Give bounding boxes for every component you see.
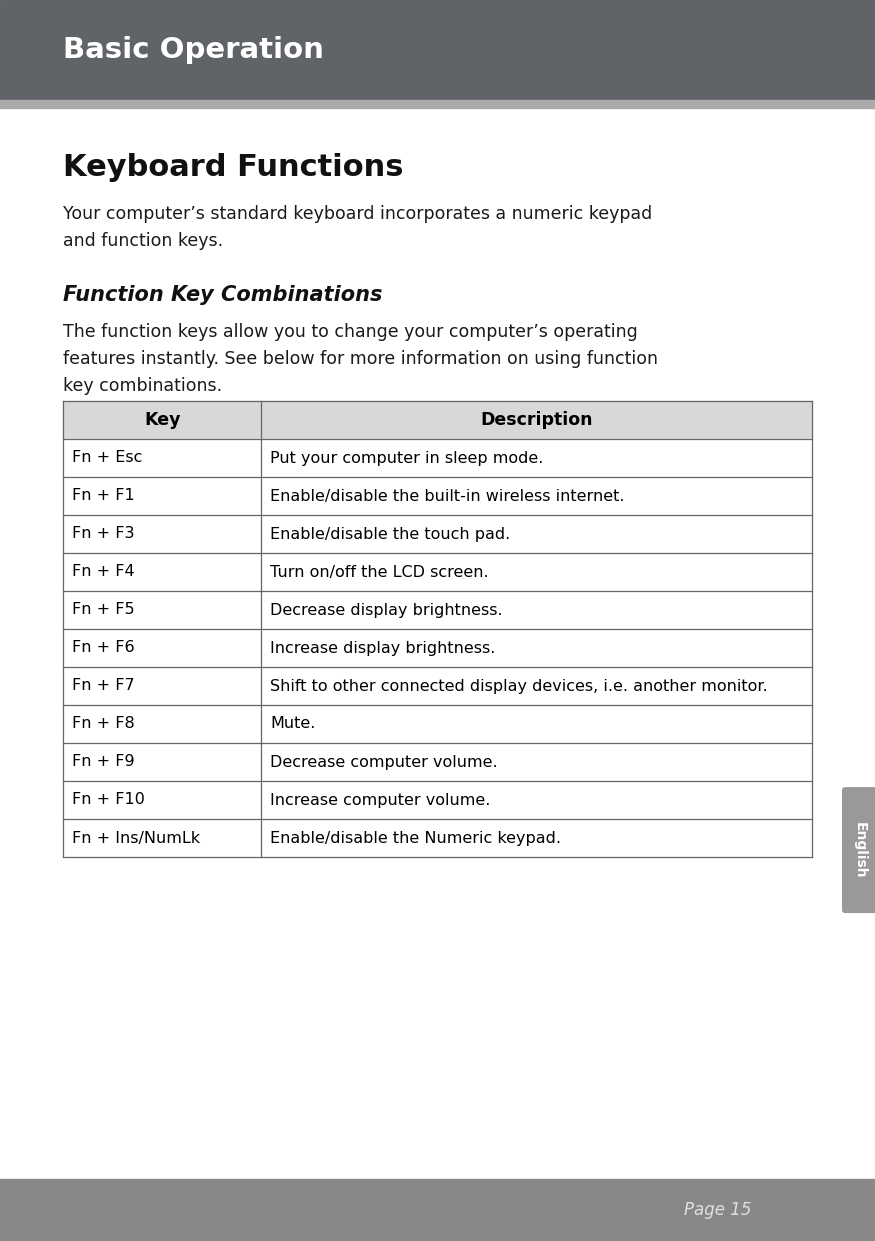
Text: Description: Description (480, 411, 593, 429)
Text: Fn + F3: Fn + F3 (72, 526, 135, 541)
Text: Decrease computer volume.: Decrease computer volume. (270, 755, 498, 769)
Bar (63, 629, 812, 666)
Text: Fn + F5: Fn + F5 (72, 602, 135, 618)
Text: Decrease display brightness.: Decrease display brightness. (270, 602, 503, 618)
Text: English: English (853, 822, 867, 879)
Text: Keyboard Functions: Keyboard Functions (63, 153, 403, 182)
Bar (63, 743, 812, 781)
Text: Increase display brightness.: Increase display brightness. (270, 640, 496, 655)
Text: Basic Operation: Basic Operation (63, 36, 324, 65)
Text: Mute.: Mute. (270, 716, 316, 731)
Text: Fn + F1: Fn + F1 (72, 489, 135, 504)
Text: Fn + Esc: Fn + Esc (72, 450, 143, 465)
Text: Shift to other connected display devices, i.e. another monitor.: Shift to other connected display devices… (270, 679, 768, 694)
Text: Turn on/off the LCD screen.: Turn on/off the LCD screen. (270, 565, 489, 580)
Bar (63, 515, 812, 553)
Text: Fn + F6: Fn + F6 (72, 640, 135, 655)
Text: The function keys allow you to change your computer’s operating
features instant: The function keys allow you to change yo… (63, 323, 658, 395)
Bar (63, 439, 812, 477)
Text: Fn + F8: Fn + F8 (72, 716, 135, 731)
Bar (63, 705, 812, 743)
Text: Enable/disable the Numeric keypad.: Enable/disable the Numeric keypad. (270, 830, 562, 845)
Bar (63, 591, 812, 629)
Text: Put your computer in sleep mode.: Put your computer in sleep mode. (270, 450, 544, 465)
Bar (0, 1179, 875, 1241)
Bar (63, 666, 812, 705)
Text: Increase computer volume.: Increase computer volume. (270, 793, 491, 808)
Text: Enable/disable the touch pad.: Enable/disable the touch pad. (270, 526, 511, 541)
FancyBboxPatch shape (842, 787, 875, 913)
Text: Fn + F7: Fn + F7 (72, 679, 135, 694)
Bar (63, 553, 812, 591)
Bar (63, 477, 812, 515)
Text: Key: Key (144, 411, 180, 429)
Text: Your computer’s standard keyboard incorporates a numeric keypad
and function key: Your computer’s standard keyboard incorp… (63, 205, 652, 251)
Bar (0, 0, 875, 101)
Text: Fn + F9: Fn + F9 (72, 755, 135, 769)
Bar (63, 781, 812, 819)
Text: Page 15: Page 15 (683, 1201, 752, 1219)
Text: Enable/disable the built-in wireless internet.: Enable/disable the built-in wireless int… (270, 489, 625, 504)
Bar (0, 101, 875, 108)
Text: Fn + F4: Fn + F4 (72, 565, 135, 580)
Bar (63, 819, 812, 858)
Text: Fn + F10: Fn + F10 (72, 793, 145, 808)
Text: Fn + Ins/NumLk: Fn + Ins/NumLk (72, 830, 200, 845)
Text: Function Key Combinations: Function Key Combinations (63, 285, 382, 305)
Bar (63, 401, 812, 439)
